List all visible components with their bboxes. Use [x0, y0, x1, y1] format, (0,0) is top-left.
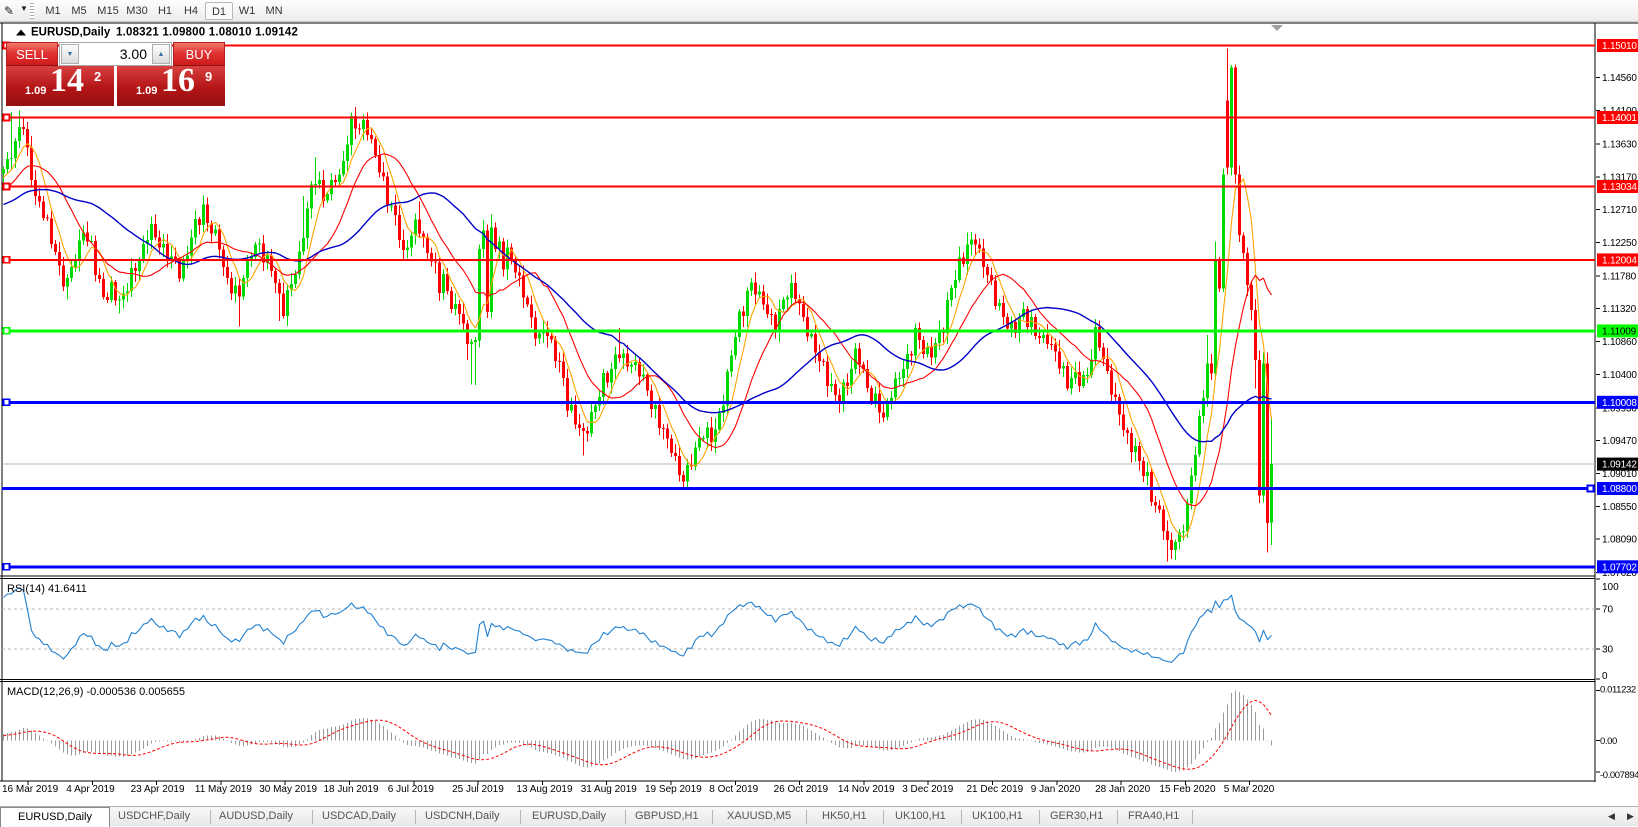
- svg-text:1.07620: 1.07620: [1602, 568, 1637, 579]
- svg-text:0.011232: 0.011232: [1600, 685, 1636, 696]
- svg-text:1.10400: 1.10400: [1602, 370, 1637, 381]
- svg-text:1.11009: 1.11009: [1602, 326, 1637, 337]
- svg-text:30: 30: [1602, 645, 1614, 656]
- svg-text:1.08550: 1.08550: [1602, 502, 1637, 513]
- svg-text:1.11780: 1.11780: [1602, 271, 1637, 282]
- svg-text:30 May 2019: 30 May 2019: [259, 784, 317, 795]
- svg-text:1.09010: 1.09010: [1602, 469, 1637, 480]
- svg-text:1.08090: 1.08090: [1602, 535, 1637, 546]
- svg-text:1.08800: 1.08800: [1602, 484, 1637, 495]
- svg-text:16 Mar 2019: 16 Mar 2019: [2, 784, 59, 795]
- svg-text:4 Apr 2019: 4 Apr 2019: [66, 784, 115, 795]
- svg-text:21 Dec 2019: 21 Dec 2019: [967, 784, 1024, 795]
- svg-text:6 Jul 2019: 6 Jul 2019: [388, 784, 435, 795]
- svg-text:15 Feb 2020: 15 Feb 2020: [1159, 784, 1216, 795]
- svg-text:14 Nov 2019: 14 Nov 2019: [838, 784, 895, 795]
- svg-text:1.09142: 1.09142: [1602, 460, 1637, 471]
- svg-text:11 May 2019: 11 May 2019: [195, 784, 253, 795]
- svg-text:1.08321 1.09800 1.08010 1.0914: 1.08321 1.09800 1.08010 1.09142: [116, 27, 298, 39]
- svg-text:-0.007894: -0.007894: [1600, 770, 1638, 781]
- svg-text:0.00: 0.00: [1600, 736, 1617, 747]
- svg-text:EURUSD,Daily: EURUSD,Daily: [31, 27, 111, 39]
- svg-text:1.10008: 1.10008: [1602, 398, 1637, 409]
- svg-text:28 Jan 2020: 28 Jan 2020: [1095, 784, 1150, 795]
- svg-text:1.12710: 1.12710: [1602, 205, 1637, 216]
- svg-text:31 Aug 2019: 31 Aug 2019: [581, 784, 638, 795]
- svg-text:1.13034: 1.13034: [1602, 182, 1637, 193]
- svg-text:25 Jul 2019: 25 Jul 2019: [452, 784, 504, 795]
- svg-text:1.09930: 1.09930: [1602, 403, 1637, 414]
- svg-text:1.14560: 1.14560: [1602, 73, 1637, 84]
- svg-text:8 Oct 2019: 8 Oct 2019: [709, 784, 758, 795]
- svg-text:1.13630: 1.13630: [1602, 140, 1637, 151]
- svg-text:5 Mar 2020: 5 Mar 2020: [1224, 784, 1275, 795]
- svg-text:1.15010: 1.15010: [1602, 41, 1637, 52]
- svg-text:RSI(14) 41.6411: RSI(14) 41.6411: [7, 583, 87, 595]
- svg-text:1.07702: 1.07702: [1602, 562, 1637, 573]
- svg-text:1.12004: 1.12004: [1602, 255, 1637, 266]
- svg-text:1.10860: 1.10860: [1602, 337, 1637, 348]
- svg-text:100: 100: [1602, 582, 1619, 593]
- svg-text:1.09470: 1.09470: [1602, 436, 1637, 447]
- svg-text:1.12250: 1.12250: [1602, 238, 1637, 249]
- svg-text:19 Sep 2019: 19 Sep 2019: [645, 784, 702, 795]
- svg-text:9 Jan 2020: 9 Jan 2020: [1031, 784, 1081, 795]
- svg-text:MACD(12,26,9) -0.000536 0.0056: MACD(12,26,9) -0.000536 0.005655: [7, 686, 185, 698]
- svg-text:23 Apr 2019: 23 Apr 2019: [131, 784, 185, 795]
- svg-text:1.14001: 1.14001: [1602, 113, 1637, 124]
- svg-text:26 Oct 2019: 26 Oct 2019: [774, 784, 829, 795]
- svg-text:13 Aug 2019: 13 Aug 2019: [516, 784, 573, 795]
- svg-text:70: 70: [1602, 605, 1614, 616]
- svg-text:18 Jun 2019: 18 Jun 2019: [324, 784, 379, 795]
- svg-text:0: 0: [1602, 671, 1608, 682]
- svg-text:3 Dec 2019: 3 Dec 2019: [902, 784, 954, 795]
- svg-text:1.13170: 1.13170: [1602, 172, 1637, 183]
- svg-text:1.11320: 1.11320: [1602, 304, 1637, 315]
